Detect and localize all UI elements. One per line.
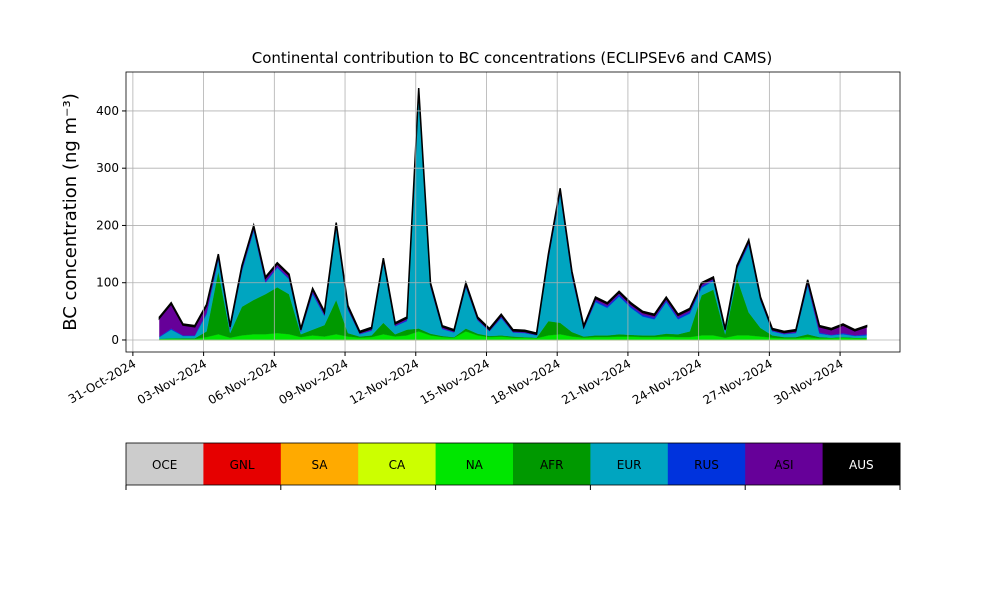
plot-frame [125, 71, 901, 353]
legend-label: NA [466, 458, 484, 472]
x-tick-label: 09-Nov-2024 [276, 356, 350, 407]
y-tick-label: 200 [96, 218, 119, 232]
legend-label: GNL [230, 458, 255, 472]
legend-label: ASI [774, 458, 793, 472]
chart-title: Continental contribution to BC concentra… [252, 49, 773, 67]
legend-swatch [667, 443, 746, 485]
x-tick-label: 24-Nov-2024 [630, 356, 704, 407]
legend-label: CA [389, 458, 406, 472]
y-tick-label: 300 [96, 161, 119, 175]
x-tick-label: 31-Oct-2024 [66, 356, 138, 406]
legend-swatch [203, 443, 282, 485]
x-tick-label: 12-Nov-2024 [347, 356, 421, 407]
legend-label: AFR [540, 458, 563, 472]
x-tick-label: 30-Nov-2024 [771, 356, 845, 407]
legend-swatch [280, 443, 359, 485]
y-axis-label: BC concentration (ng m⁻³) [60, 93, 81, 331]
legend-swatch [590, 443, 669, 485]
x-tick-label: 15-Nov-2024 [418, 356, 492, 407]
legend-label: RUS [694, 458, 719, 472]
legend-label: OCE [152, 458, 177, 472]
legend-swatch [358, 443, 437, 485]
y-tick-label: 400 [96, 104, 119, 118]
legend-label: AUS [849, 458, 874, 472]
x-tick-label: 03-Nov-2024 [135, 356, 209, 407]
legend-swatch [822, 443, 901, 485]
x-tick-label: 18-Nov-2024 [489, 356, 563, 407]
x-tick-label: 21-Nov-2024 [559, 356, 633, 407]
y-tick-label: 100 [96, 276, 119, 290]
legend-swatch [513, 443, 591, 485]
area [158, 87, 868, 336]
legend-frame [125, 442, 901, 486]
legend-swatch [126, 443, 204, 485]
legend-swatch [745, 443, 824, 485]
x-tick-label: 06-Nov-2024 [206, 356, 280, 407]
y-tick-label: 0 [111, 333, 119, 347]
legend-label: SA [311, 458, 328, 472]
x-tick-label: 27-Nov-2024 [701, 356, 775, 407]
legend-label: EUR [617, 458, 642, 472]
legend-swatch [435, 443, 514, 485]
